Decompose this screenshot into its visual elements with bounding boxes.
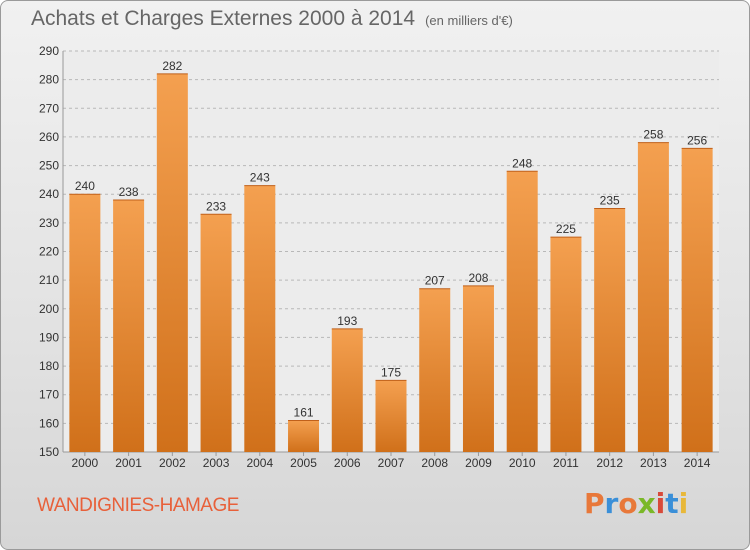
chart-title-text: Achats et Charges Externes 2000 à 2014: [31, 7, 416, 30]
bar: [200, 214, 232, 452]
x-tick-label: 2008: [421, 456, 448, 470]
bars: [69, 73, 713, 453]
logo-letter: t: [665, 487, 679, 520]
data-label: 238: [119, 185, 139, 199]
data-label: 282: [162, 59, 182, 73]
x-tick-label: 2001: [115, 456, 142, 470]
y-tick-label: 160: [39, 416, 59, 430]
y-tick-labels: 150 160 170 180 190 200 210 220 230 240 250 260 270 2…: [39, 44, 59, 459]
x-tick-label: 2011: [553, 456, 579, 470]
proxiti-logo[interactable]: Proxiti: [584, 487, 688, 520]
y-tick-label: 170: [39, 388, 59, 402]
x-tick-label: 2005: [290, 456, 317, 470]
bar: [331, 328, 363, 452]
logo-letter: P: [584, 487, 605, 520]
x-tick-label: 2002: [159, 456, 186, 470]
commune-name: WANDIGNIES-HAMAGE: [37, 495, 239, 516]
y-tick-label: 250: [39, 159, 59, 173]
data-label: 193: [337, 314, 357, 328]
data-label: 175: [381, 365, 401, 379]
bar: [156, 73, 188, 453]
bar: [69, 194, 101, 452]
x-tick-label: 2003: [203, 456, 230, 470]
data-labels: 240 238 282 233 243 161 193 175 207 208 248 225 235 2…: [75, 59, 708, 420]
x-tick-label: 2000: [72, 456, 99, 470]
logo-letter: x: [637, 487, 656, 520]
bar: [462, 285, 494, 452]
logo-letter: i: [655, 487, 666, 520]
data-label: 207: [425, 274, 445, 288]
logo-letter: r: [604, 487, 619, 520]
data-label: 161: [294, 405, 314, 419]
y-tick-label: 150: [39, 445, 59, 459]
data-label: 240: [75, 179, 95, 193]
data-label: 225: [556, 222, 576, 236]
y-tick-label: 270: [39, 101, 59, 115]
x-tick-label: 2006: [334, 456, 361, 470]
y-tick-label: 260: [39, 130, 59, 144]
data-label: 243: [250, 171, 270, 185]
x-tick-label: 2010: [509, 456, 536, 470]
x-tick-label: 2014: [684, 456, 711, 470]
logo-letter: o: [618, 487, 638, 520]
bar: [375, 380, 407, 452]
y-tick-label: 290: [39, 44, 59, 58]
x-tick-labels: 2000 2001 2002 2003 2004 2005 2006 2007 2008 2009…: [72, 452, 711, 470]
bar: [113, 199, 145, 452]
y-tick-label: 280: [39, 73, 59, 87]
data-label: 208: [468, 271, 488, 285]
data-label: 248: [512, 156, 532, 170]
y-tick-label: 190: [39, 330, 59, 344]
bar: [637, 142, 669, 452]
x-tick-label: 2007: [378, 456, 405, 470]
data-label: 256: [687, 133, 707, 147]
bar: [419, 288, 451, 452]
y-tick-label: 230: [39, 216, 59, 230]
chart-unit: (en milliers d'€): [425, 13, 513, 28]
y-tick-label: 240: [39, 187, 59, 201]
bar: [550, 237, 582, 452]
data-label: 233: [206, 199, 226, 213]
data-label: 258: [643, 128, 663, 142]
data-label: 235: [600, 194, 620, 208]
x-tick-label: 2012: [596, 456, 623, 470]
y-tick-label: 220: [39, 245, 59, 259]
x-tick-label: 2009: [465, 456, 492, 470]
y-tick-label: 200: [39, 302, 59, 316]
bar: [244, 185, 276, 452]
logo-letter: i: [678, 487, 689, 520]
y-tick-label: 180: [39, 359, 59, 373]
x-tick-label: 2004: [246, 456, 273, 470]
chart-title: Achats et Charges Externes 2000 à 2014 (e…: [31, 7, 513, 31]
bar: [288, 420, 320, 452]
bar: [594, 208, 626, 452]
bar: [681, 148, 713, 452]
bar: [506, 171, 538, 453]
y-tick-label: 210: [39, 273, 59, 287]
x-tick-label: 2013: [640, 456, 667, 470]
